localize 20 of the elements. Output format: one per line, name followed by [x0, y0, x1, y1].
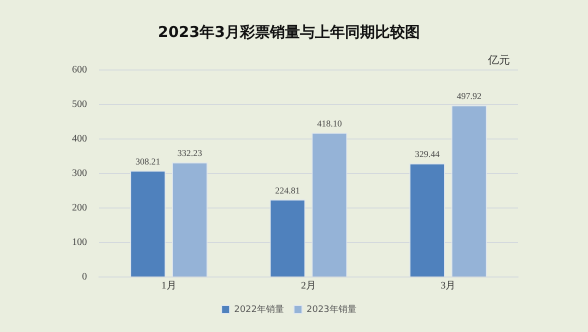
x-tick-label: 3月	[440, 280, 456, 292]
data-label: 224.81	[275, 185, 300, 196]
data-label: 497.92	[456, 91, 482, 102]
y-tick-label: 0	[82, 272, 87, 283]
data-label: 308.21	[136, 156, 160, 167]
x-tick-label: 2月	[301, 280, 316, 292]
y-tick-label: 500	[72, 99, 87, 110]
y-tick-label: 200	[72, 202, 87, 214]
y-tick-label: 300	[72, 168, 87, 180]
x-tick-label: 1月	[161, 280, 176, 292]
data-label: 418.10	[317, 118, 342, 129]
y-tick-label: 100	[72, 237, 87, 248]
y-axis-title: 亿元	[487, 53, 510, 66]
legend-label: 2022年销量	[234, 304, 284, 315]
y-tick-label: 600	[72, 64, 87, 76]
chart-title: 2023年3月彩票销量与上年同期比较图	[158, 22, 420, 41]
data-label: 329.44	[414, 149, 440, 160]
data-label: 332.23	[177, 148, 203, 158]
y-tick-label: 400	[72, 134, 87, 145]
legend-label: 2023年销量	[306, 304, 356, 315]
